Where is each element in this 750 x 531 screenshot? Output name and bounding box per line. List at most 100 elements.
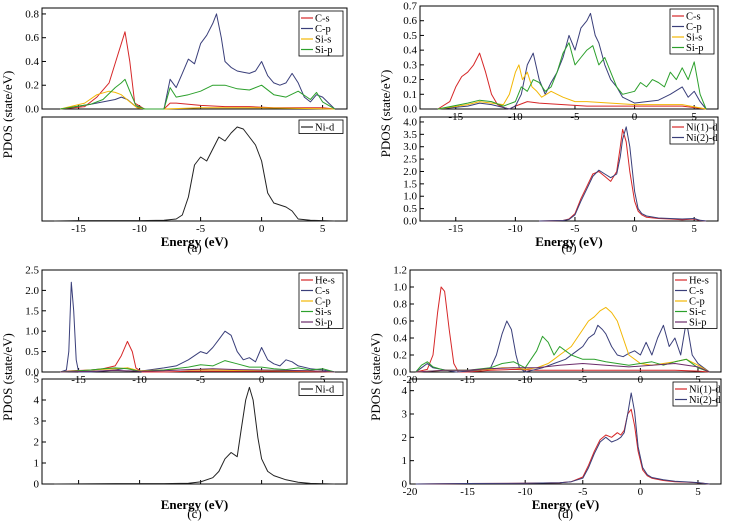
ytick-label-b-top: 0.0 [403, 104, 417, 116]
ytick-label-c-top: 0.0 [25, 367, 39, 379]
xtick-label-c-top: -10 [132, 374, 147, 386]
ytick-label-c-bottom: 1 [34, 458, 40, 470]
ytick-label-b-top: 0.7 [403, 1, 417, 13]
xtick-label-d-bottom: -5 [578, 486, 588, 498]
panel-b-bottom: -15 -10 -5 0 5 0.00.51.01.52.02.53.03.54.0 Ni(… [403, 116, 719, 235]
legend-box-d-bottom [672, 381, 718, 407]
xtick-label-a-bottom: 5 [320, 223, 326, 235]
legend-label: Ni-d [315, 385, 335, 396]
ytick-label-b-bottom: 4.0 [403, 116, 417, 128]
xlabel-c: Energy (eV) [161, 497, 229, 512]
legend-label: C-p [689, 297, 705, 308]
ytick-label-c-top: 2.5 [25, 265, 39, 277]
ytick-label-c-bottom: 0 [34, 479, 40, 491]
legend-label: Ni(2)-d [686, 133, 718, 144]
series-b-ni-2-d [539, 126, 707, 222]
xtick-label-b-bottom: 0 [632, 223, 638, 235]
ytick-label-d-top: 0.8 [393, 299, 407, 311]
ytick-label-c-bottom: 2 [34, 437, 40, 449]
ytick-label-c-top: 1.0 [25, 326, 39, 338]
ytick-label-c-bottom: 3 [34, 416, 40, 428]
panel-c-top: -15 -10 -5 0 50.00.51.01.52.02.5He-sC-sC-pSi… [25, 265, 348, 386]
panel-c-top-frame [41, 269, 348, 373]
ytick-label-b-bottom: 2.0 [403, 166, 417, 178]
series-d-c-s [415, 320, 710, 373]
ytick-label-b-top: 0.6 [403, 15, 417, 27]
legend-box-c-bottom [298, 381, 344, 396]
ytick-label-d-bottom: 0 [402, 479, 408, 491]
xtick-label-d-top: -5 [578, 374, 588, 386]
legend-box-b-bottom [669, 119, 715, 145]
xtick-label-b-bottom: -15 [448, 223, 463, 235]
xtick-label-a-bottom: -15 [71, 223, 86, 235]
ytick-label-c-top: 2.0 [25, 285, 39, 297]
legend-d-bottom: Ni(1)-dNi(2)-d [672, 381, 721, 407]
series-c-c-s [60, 281, 335, 373]
series-d-ni-2-d [415, 392, 710, 485]
ytick-label-a-top: 0.4 [25, 56, 39, 68]
ytick-label-c-bottom: 5 [34, 374, 40, 386]
series-b-si-p [437, 42, 707, 110]
ytick-label-b-top: 0.3 [403, 59, 417, 71]
legend-label: Si-p [315, 45, 333, 56]
ytick-label-d-bottom: 4 [402, 385, 408, 397]
ylabel-b: PDOS (state/eV) [378, 70, 393, 158]
legend-label: He-s [689, 276, 709, 287]
series-a-c-p [60, 13, 336, 110]
ytick-label-b-bottom: 1.5 [403, 178, 417, 190]
ytick-label-c-top: 1.5 [25, 305, 39, 317]
panel-a-top: 0.0 0.2 0.4 0.6 0.8 C-sC-pSi-sSi-p [25, 7, 348, 116]
panel-b-bottom-frame [419, 116, 719, 222]
xtick-label-d-bottom: -15 [460, 486, 475, 498]
ytick-label-a-top: 0.6 [25, 32, 39, 44]
xtick-label-b-bottom: 5 [691, 223, 697, 235]
panel-a-bottom: -15 -10 -5 0 5 Ni-d [41, 116, 348, 235]
ytick-label-b-bottom: 2.5 [403, 154, 417, 166]
xtick-label-d-bottom: 5 [695, 486, 701, 498]
panel-c-bottom-frame [41, 378, 348, 485]
ytick-label-d-bottom: 1 [402, 455, 408, 467]
ytick-label-b-bottom: 1.0 [403, 191, 417, 203]
ytick-label-a-top: 0.0 [25, 104, 39, 116]
panel-a-bottom-frame [41, 116, 348, 222]
ytick-label-c-top: 0.5 [25, 346, 39, 358]
legend-label: Ni(2)-d [689, 395, 721, 406]
caption-d: (d) [558, 506, 573, 521]
panel-a-top-frame [41, 7, 348, 110]
series-c-si-s [60, 360, 335, 373]
ytick-label-d-top: 0.2 [393, 350, 407, 362]
legend-d-top: He-sC-sC-pSi-cSi-p [672, 272, 718, 329]
legend-label: He-s [315, 276, 335, 287]
legend-label: C-p [315, 24, 331, 35]
ytick-label-b-top: 0.2 [403, 74, 417, 86]
legend-label: Si-p [689, 318, 707, 329]
ytick-label-d-top: 0.4 [393, 333, 407, 345]
xtick-label-c-top: 5 [320, 374, 326, 386]
legend-c-bottom: Ni-d [298, 381, 344, 396]
legend-label: Si-p [315, 318, 333, 329]
series-a-ni-d [54, 126, 335, 222]
legend-label: C-p [315, 297, 331, 308]
legend-label: Ni(1)-d [689, 385, 721, 396]
legend-label: C-s [315, 14, 330, 25]
xtick-label-d-bottom: 0 [638, 486, 644, 498]
legend-label: Ni-d [315, 123, 335, 134]
legend-a-bottom: Ni-d [298, 119, 344, 134]
series-a-si-p [60, 78, 336, 110]
series-b-si-s [437, 64, 707, 110]
xtick-label-a-bottom: -5 [196, 223, 206, 235]
xlabel-a: Energy (eV) [161, 234, 229, 249]
xtick-label-a-bottom: -10 [132, 223, 147, 235]
ytick-label-d-top: 1.0 [393, 282, 407, 294]
ytick-label-b-top: 0.4 [403, 45, 417, 57]
ytick-label-d-bottom: 2 [402, 432, 408, 444]
ytick-label-b-top: 0.5 [403, 30, 417, 42]
ytick-label-b-bottom: 0.5 [403, 203, 417, 215]
series-d-si-c [415, 335, 710, 373]
legend-label: Ni(1)-d [686, 123, 718, 134]
ytick-label-a-top: 0.2 [25, 80, 39, 92]
caption-b: (b) [561, 240, 576, 255]
series-a-si-s [60, 90, 335, 110]
